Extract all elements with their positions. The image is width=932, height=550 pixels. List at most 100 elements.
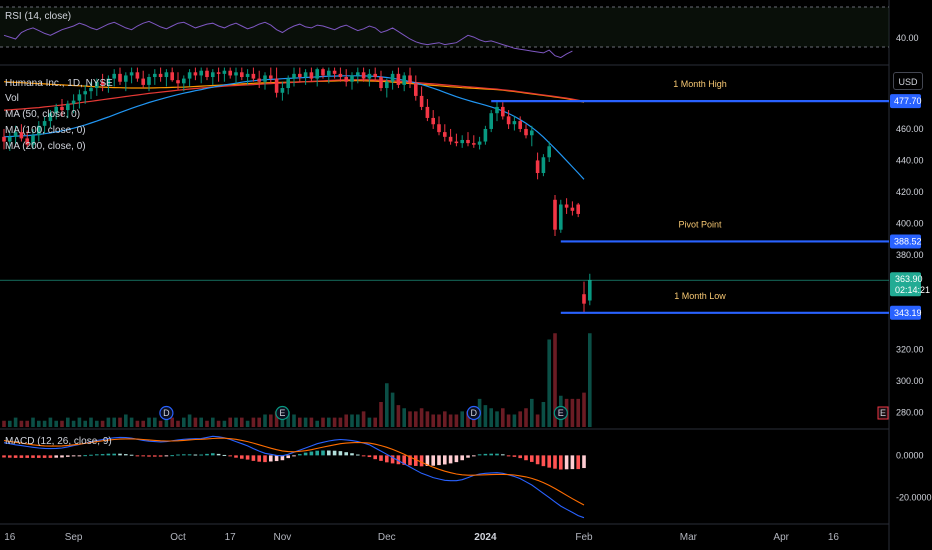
rsi-band xyxy=(0,7,889,47)
volume-bar xyxy=(495,411,499,427)
candle-body xyxy=(535,160,540,174)
main-legend[interactable]: Humana Inc., 1D, NYSE Vol MA (50, close,… xyxy=(5,78,113,152)
volume-bar xyxy=(8,420,12,427)
legend-ma50[interactable]: MA (50, close, 0) xyxy=(5,109,80,120)
candle-body xyxy=(240,72,244,78)
volume-bar xyxy=(89,417,93,427)
volume-bar xyxy=(402,408,406,427)
volume-bar xyxy=(2,420,6,427)
macd-histogram-bar xyxy=(390,455,395,464)
volume-bar xyxy=(60,420,64,427)
macd-histogram-bar xyxy=(37,455,41,458)
volume-bar xyxy=(164,417,169,427)
macd-histogram-bar xyxy=(361,455,366,457)
volume-bar xyxy=(187,414,192,427)
legend-symbol[interactable]: Humana Inc., 1D, NYSE xyxy=(5,78,113,89)
candle-body xyxy=(54,106,58,114)
price-tick-label: 300.00 xyxy=(896,376,924,386)
volume-bar xyxy=(501,408,505,427)
event-marker-letter: D xyxy=(471,408,478,418)
price-pane[interactable]: 460.00 440.00 420.00 400.00 380.00 320.00 300.… xyxy=(0,67,930,427)
event-marker-letter: D xyxy=(163,408,170,418)
volume-bar xyxy=(211,417,215,427)
last-price-tag: 363.90 02:14:21 xyxy=(890,272,930,297)
macd-histogram-bar xyxy=(460,455,464,461)
rsi-pane[interactable]: RSI (14, close) 40.00 xyxy=(0,6,919,59)
candle-body xyxy=(350,75,354,82)
level-tag xyxy=(890,305,921,320)
candle-body xyxy=(414,83,418,96)
candle-body xyxy=(443,132,447,137)
candle-body xyxy=(245,73,250,78)
macd-histogram-bar xyxy=(269,455,273,462)
candle-body xyxy=(13,132,18,137)
candle-body xyxy=(222,70,227,74)
macd-histogram-bar xyxy=(495,453,499,456)
volume-bar xyxy=(118,417,122,427)
macd-histogram-bar xyxy=(42,455,47,458)
volume-bar xyxy=(506,414,511,427)
macd-histogram-bar xyxy=(71,455,76,457)
volume-bar xyxy=(263,414,267,427)
macd-histogram-bar xyxy=(315,450,319,456)
volume-bar xyxy=(292,414,296,427)
candle-body xyxy=(338,73,343,78)
macd-pane[interactable]: MACD (12, 26, close, 9) 0.0000 -20.0000 xyxy=(2,435,932,519)
currency-button[interactable]: USD xyxy=(893,72,923,90)
macd-histogram-bar xyxy=(396,455,401,465)
candle-body xyxy=(303,72,308,78)
candle-body xyxy=(228,70,232,76)
candle-body xyxy=(170,72,174,81)
macd-histogram-bar xyxy=(48,455,53,458)
price-tick-label: 440.00 xyxy=(896,155,924,165)
volume-bar xyxy=(100,420,105,427)
volume-bar xyxy=(66,417,70,427)
volume-bar xyxy=(588,333,592,427)
candle-body xyxy=(263,75,267,82)
macd-legend[interactable]: MACD (12, 26, close, 9) xyxy=(5,436,112,447)
candle-body xyxy=(454,141,459,144)
candle-body xyxy=(576,204,580,214)
volume-bar xyxy=(309,417,314,427)
candle-body xyxy=(385,81,389,89)
macd-tick-label: -20.0000 xyxy=(896,493,932,503)
macd-histogram-bar xyxy=(106,453,111,456)
candle-body xyxy=(553,199,557,230)
level-value: 343.19 xyxy=(894,308,922,318)
volume-bar xyxy=(274,411,279,427)
volume-bar xyxy=(454,414,459,427)
macd-histogram-bar xyxy=(419,455,424,467)
candle-body xyxy=(460,139,464,144)
time-axis[interactable]: 16 Sep Oct 17 Nov Dec 2024 Feb Mar Apr 16 xyxy=(4,532,839,543)
volume-bar xyxy=(344,414,348,427)
candle-body xyxy=(332,70,337,74)
volume-bar xyxy=(408,411,412,427)
dividend-marker xyxy=(466,405,481,421)
candle-body xyxy=(71,100,76,104)
macd-histogram-bar xyxy=(448,455,453,464)
rsi-line xyxy=(3,20,573,59)
price-levels[interactable]: 1 Month High 477.70 Pivot Point 388.52 1 Mon… xyxy=(491,79,922,320)
legend-volume[interactable]: Vol xyxy=(5,93,19,104)
volume-bar xyxy=(530,398,534,427)
macd-histogram-bar xyxy=(95,454,99,456)
candle-body xyxy=(8,136,12,142)
macd-histogram-bar xyxy=(158,455,163,457)
volume-bar xyxy=(176,420,180,427)
candle-body xyxy=(298,73,302,78)
macd-histogram-bar xyxy=(530,455,534,462)
macd-histogram-bar xyxy=(129,454,134,456)
volume-bar xyxy=(83,420,87,427)
rsi-legend[interactable]: RSI (14, close) xyxy=(5,11,71,22)
legend-ma200[interactable]: MA (200, close, 0) xyxy=(5,141,86,152)
macd-histogram-bar xyxy=(350,453,354,456)
candle-body xyxy=(193,72,198,76)
macd-histogram-bar xyxy=(564,455,569,470)
volume-bar xyxy=(112,417,116,427)
candle-body xyxy=(216,72,221,74)
legend-ma100[interactable]: MA (100, close, 0) xyxy=(5,125,86,136)
volume-bar xyxy=(158,420,163,427)
candle-body xyxy=(60,106,64,111)
